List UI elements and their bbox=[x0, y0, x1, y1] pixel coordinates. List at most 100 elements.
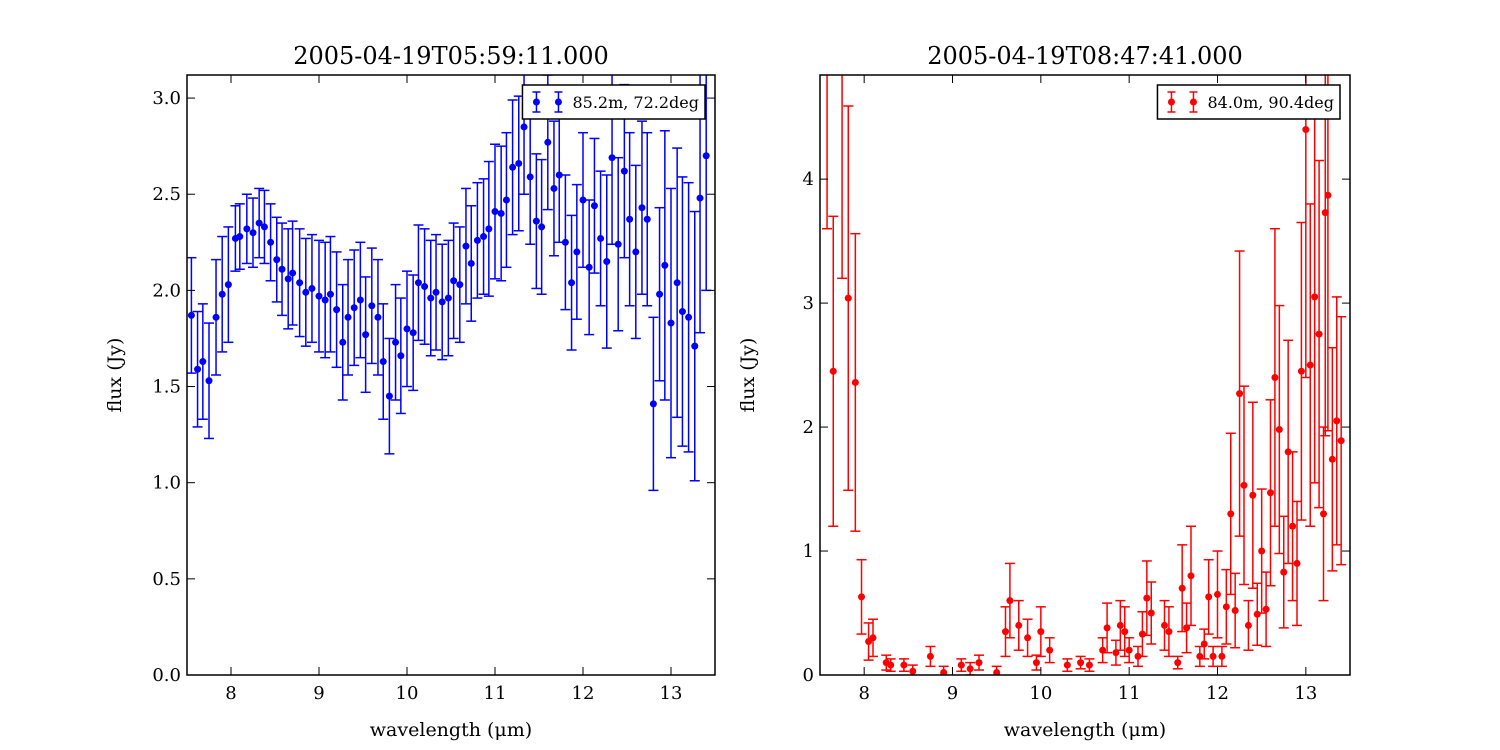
legend-marker bbox=[532, 98, 540, 106]
data-point bbox=[844, 294, 852, 302]
data-point bbox=[1280, 568, 1288, 576]
data-point bbox=[685, 313, 693, 321]
data-point bbox=[544, 138, 552, 146]
data-point bbox=[585, 263, 593, 271]
data-point bbox=[1306, 361, 1314, 369]
data-point bbox=[438, 298, 446, 306]
data-point bbox=[427, 294, 435, 302]
data-point bbox=[532, 217, 540, 225]
data-point bbox=[1337, 437, 1345, 445]
x-tick-label: 8 bbox=[858, 683, 869, 704]
y-tick-label: 1.0 bbox=[152, 473, 181, 494]
data-point bbox=[673, 279, 681, 287]
data-point bbox=[1240, 481, 1248, 489]
data-point bbox=[1297, 367, 1305, 375]
data-point bbox=[1328, 455, 1336, 463]
data-point bbox=[308, 284, 316, 292]
data-point bbox=[926, 652, 934, 660]
data-point bbox=[1103, 624, 1111, 632]
data-point bbox=[368, 302, 376, 310]
data-point bbox=[1293, 559, 1301, 567]
data-point bbox=[414, 279, 422, 287]
data-point bbox=[243, 225, 251, 233]
data-point bbox=[702, 152, 710, 160]
data-point bbox=[1174, 659, 1182, 667]
data-point bbox=[362, 331, 370, 339]
data-point bbox=[1249, 491, 1257, 499]
data-point bbox=[538, 223, 546, 231]
data-point bbox=[1015, 621, 1023, 629]
data-point bbox=[473, 236, 481, 244]
data-point bbox=[1321, 209, 1329, 217]
data-point bbox=[649, 400, 657, 408]
legend-box bbox=[521, 84, 706, 120]
data-point bbox=[887, 661, 895, 669]
data-point bbox=[409, 329, 417, 337]
data-point bbox=[1214, 590, 1221, 598]
data-point bbox=[421, 283, 429, 291]
data-point bbox=[273, 256, 281, 264]
legend-label: 85.2m, 72.2deg bbox=[572, 93, 699, 112]
data-point bbox=[900, 661, 908, 669]
data-point bbox=[194, 365, 202, 373]
data-point bbox=[573, 248, 581, 256]
data-point bbox=[638, 204, 646, 212]
data-point bbox=[315, 292, 323, 300]
data-point bbox=[491, 208, 499, 216]
x-tick-label: 9 bbox=[947, 683, 958, 704]
x-tick-label: 9 bbox=[313, 683, 324, 704]
x-axis-label: wavelength (μm) bbox=[370, 719, 532, 741]
data-point bbox=[1222, 603, 1230, 611]
data-point bbox=[614, 240, 622, 248]
data-point bbox=[579, 196, 587, 204]
data-point bbox=[1125, 646, 1133, 654]
data-point bbox=[480, 233, 488, 241]
data-point bbox=[678, 308, 686, 316]
y-tick-label: 2 bbox=[803, 417, 814, 438]
data-point bbox=[520, 123, 528, 131]
data-point bbox=[502, 196, 510, 204]
data-point bbox=[993, 669, 1001, 675]
data-point bbox=[333, 306, 341, 314]
data-point bbox=[957, 661, 965, 669]
data-point bbox=[1315, 330, 1323, 338]
data-point bbox=[1253, 610, 1261, 618]
data-point bbox=[344, 313, 352, 321]
data-point bbox=[187, 311, 195, 319]
data-point bbox=[661, 261, 669, 269]
data-point bbox=[632, 248, 640, 256]
axes-frame bbox=[186, 74, 716, 676]
data-point bbox=[1024, 634, 1032, 642]
data-point bbox=[626, 215, 634, 223]
x-tick-label: 11 bbox=[484, 683, 507, 704]
data-point bbox=[509, 163, 517, 171]
data-point bbox=[1227, 510, 1235, 518]
y-tick-label: 3 bbox=[803, 293, 814, 314]
data-point bbox=[691, 342, 699, 350]
data-point bbox=[1267, 489, 1274, 497]
legend-box bbox=[1156, 84, 1341, 120]
data-point bbox=[199, 358, 207, 366]
data-point bbox=[1258, 547, 1266, 555]
chart-title: 2005-04-19T05:59:11.000 bbox=[293, 42, 609, 70]
data-point bbox=[1138, 630, 1146, 638]
data-point bbox=[1037, 628, 1045, 636]
data-point bbox=[1165, 628, 1173, 636]
x-tick-label: 13 bbox=[1294, 683, 1317, 704]
data-point bbox=[1046, 646, 1054, 654]
data-point bbox=[568, 279, 576, 287]
data-point bbox=[1143, 594, 1151, 602]
data-point bbox=[940, 669, 948, 675]
data-point bbox=[1236, 390, 1244, 398]
data-point bbox=[350, 304, 358, 312]
data-point bbox=[603, 258, 611, 266]
data-point bbox=[1333, 417, 1341, 425]
data-point bbox=[374, 313, 382, 321]
data-point bbox=[1200, 640, 1208, 648]
data-point bbox=[485, 225, 493, 233]
data-point bbox=[1244, 621, 1252, 629]
data-point bbox=[851, 378, 859, 386]
data-point bbox=[1231, 607, 1239, 615]
data-point bbox=[432, 288, 440, 296]
data-point bbox=[561, 238, 569, 246]
